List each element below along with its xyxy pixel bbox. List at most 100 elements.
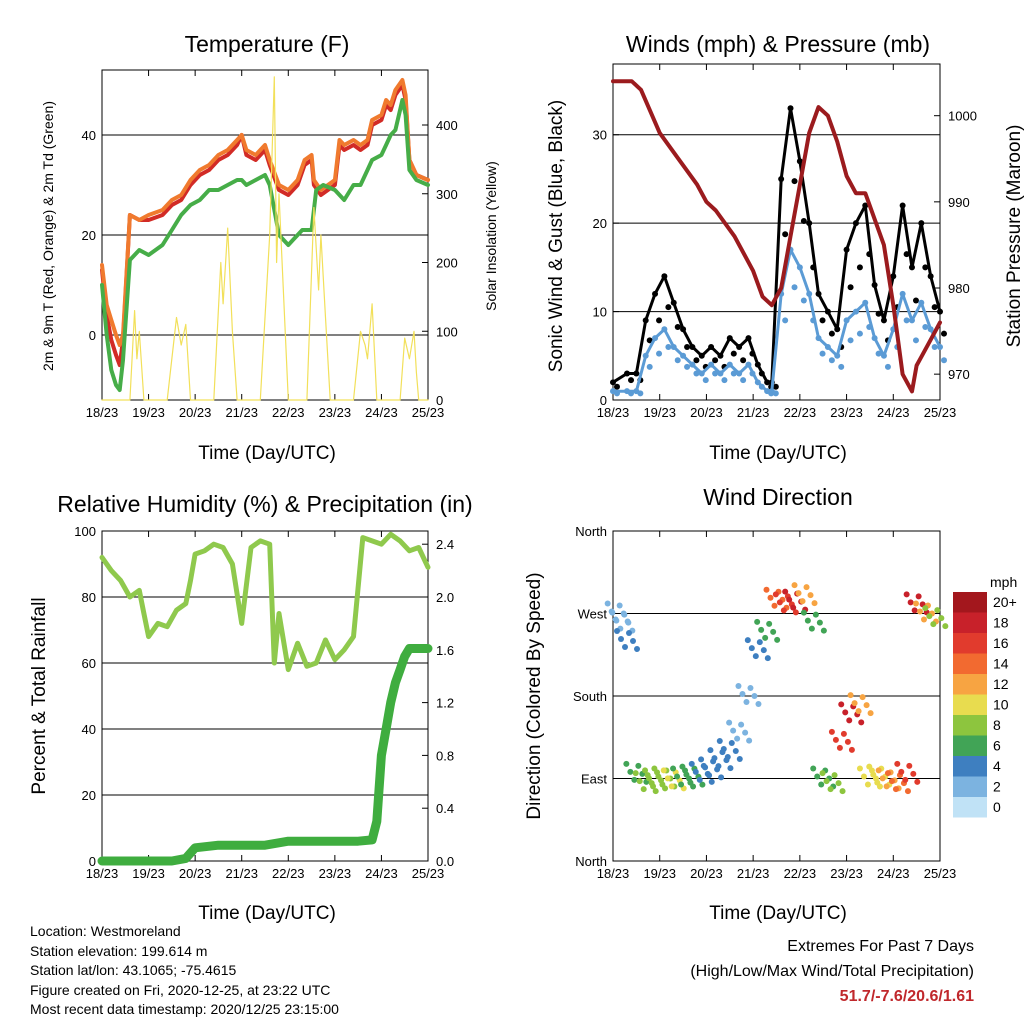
panel2-series-wind-point	[730, 370, 737, 377]
direction-legend-swatch	[953, 592, 987, 613]
panel4-point	[650, 783, 657, 790]
direction-legend-swatch	[953, 612, 987, 633]
panel2-series-wind-point	[702, 377, 709, 384]
panel4-point	[776, 599, 783, 606]
extremes-subtitle: (High/Low/Max Wind/Total Precipitation)	[690, 963, 974, 980]
panel2-series-gust-point	[656, 317, 663, 324]
panel2-frame	[612, 63, 941, 401]
station-latlon: Station lat/lon: 43.1065; -75.4615	[30, 962, 237, 978]
panel4-point	[856, 765, 863, 772]
panel2-series-gust-point	[646, 337, 653, 344]
panel2-series-wind-point	[922, 324, 929, 331]
panel4-point	[726, 719, 733, 726]
winds-xlabel: Time (Day/UTC)	[709, 443, 847, 464]
panel2-series-wind-point	[884, 363, 891, 370]
panel3-xtick-label: 25/23	[412, 866, 445, 881]
panel2-series-gust-point	[614, 383, 620, 390]
panel4-point	[811, 600, 818, 607]
panel4-point	[810, 765, 817, 772]
panel4-point	[640, 786, 647, 793]
panel4-point	[625, 619, 632, 626]
panel4-point	[774, 636, 781, 643]
panel2-series-wind-point	[656, 350, 663, 357]
panel4-point	[635, 762, 642, 769]
panel4-point	[858, 719, 865, 726]
panel4-point	[696, 776, 703, 783]
direction-legend-swatch	[953, 715, 987, 736]
panel3-xtick-label: 19/23	[132, 866, 165, 881]
panel4-point	[807, 592, 814, 599]
panel4-point	[736, 756, 743, 762]
panel4-point	[748, 645, 755, 652]
panel4-point	[734, 735, 741, 742]
panel2-series-gust-point	[931, 304, 938, 311]
panel4-xtick-label: 21/23	[737, 866, 770, 881]
panel4-point	[604, 600, 611, 607]
panel4-point	[795, 590, 802, 597]
panel4-point	[642, 767, 649, 774]
panel2-xtick-label: 23/23	[830, 405, 863, 420]
panel3-xtick-label: 18/23	[86, 866, 119, 881]
panel1-xtick-label: 19/23	[132, 405, 165, 420]
panel2-series-wind-point	[819, 350, 826, 357]
panel4-point	[846, 717, 853, 724]
panel3-ytick-label: 20	[82, 788, 96, 803]
panel3-ytick-label: 100	[74, 524, 96, 539]
panel4-point	[764, 655, 771, 662]
panel4-point	[835, 780, 842, 787]
panel1-xtick-label: 24/23	[365, 405, 398, 420]
panel3-y2tick-label: 2.4	[436, 537, 454, 552]
panel4-point	[751, 693, 758, 699]
panel4-point	[763, 586, 770, 593]
winds-title: Winds (mph) & Pressure (mb)	[626, 31, 930, 57]
extremes-title: Extremes For Past 7 Days	[787, 938, 974, 955]
panel4-point	[823, 778, 830, 785]
panel3-xtick-label: 23/23	[319, 866, 352, 881]
direction-legend-label: 6	[993, 738, 1001, 754]
panel2-series-gust-point	[800, 217, 807, 224]
panel2-xtick-label: 19/23	[643, 405, 676, 420]
panel4-point	[674, 773, 681, 780]
panel4-point	[742, 729, 749, 736]
panel4-point	[906, 762, 913, 769]
panel4-point	[623, 760, 630, 767]
panel2-xtick-label: 21/23	[737, 405, 770, 420]
panel2-xtick-label: 20/23	[690, 405, 723, 420]
panel4-point	[904, 788, 911, 795]
panel2-series-gust-point	[903, 251, 910, 258]
panel2-series-gust-point	[684, 343, 691, 350]
panel2-series-gust-point	[875, 310, 882, 317]
humidity-title: Relative Humidity (%) & Precipitation (i…	[57, 491, 472, 517]
temperature-ylabel-right: Solar Insolation (Yellow)	[483, 161, 499, 311]
direction-legend-label: 4	[993, 758, 1001, 774]
panel4-point	[791, 582, 798, 589]
panel1-y2tick-label: 100	[436, 324, 458, 339]
panel4-xtick-label: 24/23	[877, 866, 910, 881]
panel4-point	[770, 628, 777, 635]
panel1-xtick-label: 21/23	[225, 405, 258, 420]
panel4-point	[860, 773, 867, 780]
panel2-series-wind-point	[931, 343, 938, 350]
panel4-point	[698, 756, 705, 763]
panel2-xtick-label: 25/23	[924, 405, 957, 420]
panel4-point	[724, 754, 731, 760]
panel4-point	[907, 599, 914, 606]
panel4-point	[914, 778, 921, 785]
panel3-ytick-label: 80	[82, 590, 96, 605]
panel4-point	[938, 615, 945, 622]
panel4-point	[884, 770, 891, 777]
panel2-series-gust-point	[740, 357, 747, 364]
panel2-series-gust-point	[856, 264, 863, 271]
panel2-series-gust-point	[847, 284, 854, 291]
direction-legend-label: 0	[993, 799, 1001, 815]
panel4-point	[739, 691, 746, 697]
panel4-point	[621, 611, 628, 618]
panel4-point	[699, 781, 706, 788]
panel4-point	[766, 620, 773, 627]
panel4-point	[755, 701, 762, 707]
panel4-point	[883, 783, 890, 790]
panel3-xtick-label: 24/23	[365, 866, 398, 881]
panel4-point	[839, 788, 846, 795]
panel2-series-wind-point	[782, 317, 789, 324]
